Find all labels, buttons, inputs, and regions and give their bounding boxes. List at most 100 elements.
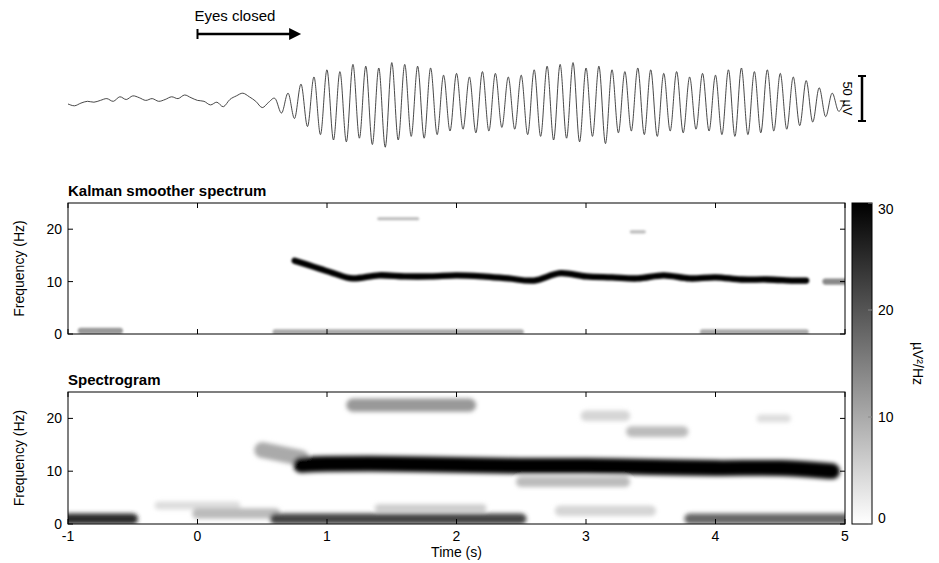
x-tick [845,329,846,334]
annotation-text: Eyes closed [195,7,276,24]
y-tick [840,281,845,282]
spectral-component [81,328,120,334]
x-tick-label: 4 [712,528,720,544]
spectral-component [275,329,521,334]
plot-frame [68,392,845,524]
y-tick [840,229,845,230]
arrow-head [289,28,301,40]
x-tick [68,392,69,397]
spectral-component [690,513,845,524]
annotation-arrow [198,33,292,36]
colorbar-tick [868,524,872,525]
x-tick [68,203,69,208]
trace-group [68,63,845,148]
spectral-component [761,414,787,422]
colorbar-tick [868,203,872,204]
y-tick-label: 20 [46,410,62,426]
y-tick [68,524,73,525]
plot-background [68,392,845,524]
x-tick [456,519,457,524]
colorbar-label: µV²/Hz [910,342,926,385]
spectral-component [379,217,418,220]
spectral-component [275,513,521,524]
x-tick [715,392,716,397]
y-tick-label: 10 [46,274,62,290]
heatmap-group [81,219,845,332]
scale-bar [861,76,864,121]
x-tick [586,519,587,524]
spectral-component [198,508,276,519]
x-tick [327,329,328,334]
y-tick-label: 0 [54,326,62,342]
y-tick [840,471,845,472]
y-tick [68,418,73,419]
x-tick [197,519,198,524]
x-tick-label: 0 [194,528,202,544]
x-tick [715,203,716,208]
heatmap-blur-group [81,219,845,332]
x-tick [68,519,69,524]
scale-bar-cap [858,120,866,122]
x-tick [845,203,846,208]
spectral-component [262,450,301,458]
scale-bar-cap [858,75,866,77]
panel-title: Spectrogram [68,371,161,388]
x-tick-label: 5 [841,528,849,544]
spectral-component [68,513,133,524]
y-tick [840,524,845,525]
y-tick-label: 20 [46,221,62,237]
colorbar [852,203,872,524]
y-axis-title: Frequency (Hz) [11,220,27,316]
y-tick [840,418,845,419]
x-tick [715,519,716,524]
annotation-bar [197,29,199,39]
x-tick [845,392,846,397]
x-tick [197,203,198,208]
x-tick-label: -1 [62,528,75,544]
colorbar-tick-label: 20 [878,302,894,318]
heatmap-blur-group [68,405,845,519]
spectral-component [295,261,807,281]
plot-background [68,203,845,334]
spectral-component [826,278,845,284]
colorbar-tick-label: 0 [878,510,886,526]
x-tick [845,519,846,524]
x-tick-label: 2 [453,528,461,544]
x-tick-label: 1 [323,528,331,544]
y-tick [68,471,73,472]
y-tick [68,281,73,282]
x-axis-title: Time (s) [431,544,482,560]
x-tick [715,329,716,334]
spectral-component [353,399,470,412]
x-tick [586,203,587,208]
plot-frame [68,203,845,334]
spectral-component [586,410,625,421]
y-tick-label: 10 [46,463,62,479]
colorbar-tick-label: 30 [878,201,894,217]
eeg-trace [68,63,845,148]
x-tick [327,392,328,397]
colorbar-tick [868,310,872,311]
y-axis-title: Frequency (Hz) [11,410,27,506]
x-tick [197,392,198,397]
scale-bar-label: 50 µV [840,81,855,116]
spectral-component [703,329,807,334]
x-tick [456,329,457,334]
x-tick [68,329,69,334]
x-tick [586,329,587,334]
spectral-component [379,504,483,512]
x-tick [456,392,457,397]
x-tick-label: 3 [582,528,590,544]
x-tick [456,203,457,208]
panel-title: Kalman smoother spectrum [68,182,266,199]
x-tick [197,329,198,334]
heatmap-group [68,405,845,519]
spectral-component [631,426,683,437]
colorbar-tick-label: 10 [878,409,894,425]
x-tick [327,203,328,208]
colorbar-tick [868,417,872,418]
x-tick [327,519,328,524]
spectral-component [521,476,625,487]
y-tick [68,334,73,335]
spectral-component [560,506,651,517]
